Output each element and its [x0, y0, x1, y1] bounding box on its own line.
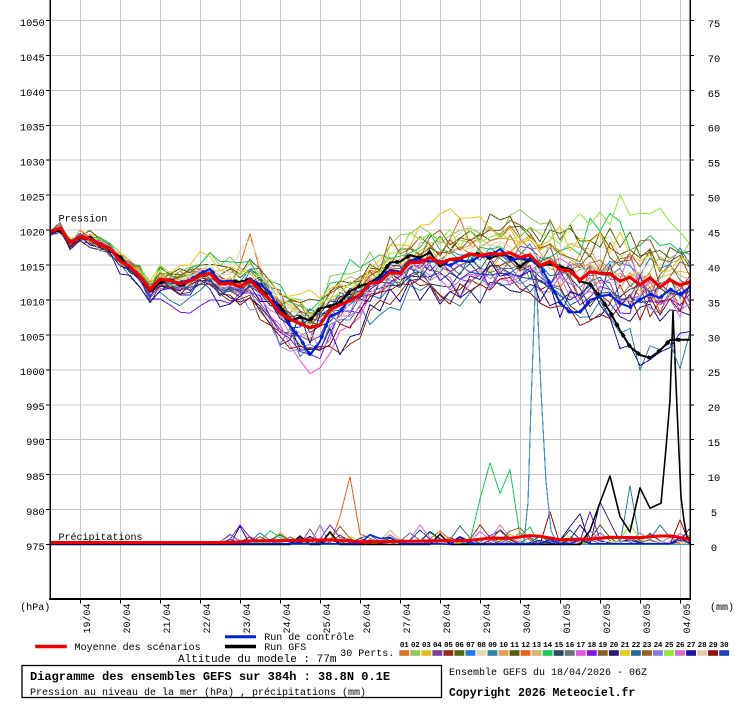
svg-text:50: 50 — [708, 194, 720, 206]
svg-text:19: 19 — [598, 642, 607, 650]
svg-text:Run GFS: Run GFS — [264, 643, 306, 654]
svg-text:55: 55 — [708, 159, 720, 171]
svg-text:05: 05 — [444, 642, 453, 650]
svg-text:25: 25 — [665, 642, 674, 650]
svg-text:18: 18 — [587, 642, 596, 650]
svg-text:01/05: 01/05 — [562, 603, 574, 633]
svg-text:11: 11 — [510, 642, 519, 650]
svg-text:21: 21 — [621, 642, 630, 650]
svg-text:Pression: Pression — [59, 213, 108, 225]
svg-text:980: 980 — [26, 507, 45, 519]
svg-text:30/04: 30/04 — [522, 603, 534, 633]
svg-text:01: 01 — [400, 642, 409, 650]
svg-text:1035: 1035 — [20, 123, 45, 135]
svg-text:20: 20 — [708, 403, 720, 415]
svg-text:07: 07 — [466, 642, 475, 650]
svg-text:1050: 1050 — [20, 18, 45, 30]
svg-text:09: 09 — [488, 642, 497, 650]
svg-text:13: 13 — [532, 642, 541, 650]
svg-text:30: 30 — [708, 333, 720, 345]
svg-text:Pression au niveau de la mer (: Pression au niveau de la mer (hPa) , pré… — [30, 687, 366, 699]
svg-text:23/04: 23/04 — [242, 603, 254, 633]
svg-text:5: 5 — [711, 508, 717, 520]
svg-text:Copyright 2026 Meteociel.fr: Copyright 2026 Meteociel.fr — [449, 687, 635, 700]
svg-text:24: 24 — [654, 642, 663, 650]
svg-text:14: 14 — [543, 642, 552, 650]
svg-text:Moyenne des scénarios: Moyenne des scénarios — [75, 642, 201, 654]
svg-text:27: 27 — [687, 642, 696, 650]
svg-text:975: 975 — [26, 542, 45, 554]
svg-text:35: 35 — [708, 298, 720, 310]
svg-text:1020: 1020 — [20, 228, 45, 240]
svg-text:(hPa): (hPa) — [20, 602, 50, 614]
svg-text:30 Perts.: 30 Perts. — [340, 649, 394, 660]
svg-text:Précipitations: Précipitations — [59, 532, 143, 544]
svg-text:1030: 1030 — [20, 158, 45, 170]
svg-text:04/05: 04/05 — [682, 603, 694, 633]
svg-text:15: 15 — [554, 642, 563, 650]
svg-text:02: 02 — [411, 642, 420, 650]
svg-text:30: 30 — [720, 642, 729, 650]
svg-text:29/04: 29/04 — [482, 603, 494, 633]
svg-text:995: 995 — [26, 402, 45, 414]
svg-text:23: 23 — [643, 642, 652, 650]
svg-text:28: 28 — [698, 642, 707, 650]
svg-text:25/04: 25/04 — [322, 603, 334, 633]
svg-text:0: 0 — [711, 543, 717, 555]
svg-text:21/04: 21/04 — [162, 603, 174, 633]
svg-text:990: 990 — [26, 437, 45, 449]
svg-text:03/05: 03/05 — [642, 603, 654, 633]
svg-text:65: 65 — [708, 89, 720, 101]
svg-text:17: 17 — [576, 642, 585, 650]
svg-text:75: 75 — [708, 19, 720, 31]
svg-text:08: 08 — [477, 642, 486, 650]
svg-text:19/04: 19/04 — [82, 603, 94, 633]
svg-text:Diagramme des ensembles GEFS s: Diagramme des ensembles GEFS sur 384h : … — [30, 670, 390, 684]
svg-text:25: 25 — [708, 368, 720, 380]
svg-text:70: 70 — [708, 54, 720, 66]
svg-text:29: 29 — [709, 642, 718, 650]
svg-text:Run de contrôle: Run de contrôle — [264, 632, 354, 644]
svg-text:26: 26 — [676, 642, 685, 650]
svg-text:27/04: 27/04 — [402, 603, 414, 633]
svg-text:1000: 1000 — [20, 367, 45, 379]
svg-text:12: 12 — [521, 642, 530, 650]
svg-text:10: 10 — [708, 473, 720, 485]
svg-text:985: 985 — [26, 472, 45, 484]
svg-text:02/05: 02/05 — [602, 603, 614, 633]
svg-text:06: 06 — [455, 642, 464, 650]
svg-text:1025: 1025 — [20, 193, 45, 205]
svg-text:1040: 1040 — [20, 88, 45, 100]
svg-text:15: 15 — [708, 438, 720, 450]
svg-text:22: 22 — [632, 642, 641, 650]
svg-text:1015: 1015 — [20, 262, 45, 274]
svg-text:16: 16 — [565, 642, 574, 650]
svg-text:10: 10 — [499, 642, 508, 650]
svg-text:1010: 1010 — [20, 297, 45, 309]
svg-text:1005: 1005 — [20, 332, 45, 344]
svg-text:45: 45 — [708, 229, 720, 241]
svg-text:26/04: 26/04 — [362, 603, 374, 633]
svg-text:(mm): (mm) — [710, 602, 734, 614]
svg-text:20/04: 20/04 — [122, 603, 134, 633]
svg-text:22/04: 22/04 — [202, 603, 214, 633]
svg-text:1045: 1045 — [20, 53, 45, 65]
svg-text:03: 03 — [422, 642, 431, 650]
svg-text:24/04: 24/04 — [282, 603, 294, 633]
svg-text:40: 40 — [708, 263, 720, 275]
svg-text:60: 60 — [708, 124, 720, 136]
svg-text:Altitude du modele : 77m: Altitude du modele : 77m — [178, 654, 337, 666]
svg-text:Ensemble GEFS du 18/04/2026 -: Ensemble GEFS du 18/04/2026 - 06Z — [449, 667, 647, 679]
svg-text:28/04: 28/04 — [442, 603, 454, 633]
svg-text:04: 04 — [433, 642, 442, 650]
svg-text:20: 20 — [609, 642, 618, 650]
